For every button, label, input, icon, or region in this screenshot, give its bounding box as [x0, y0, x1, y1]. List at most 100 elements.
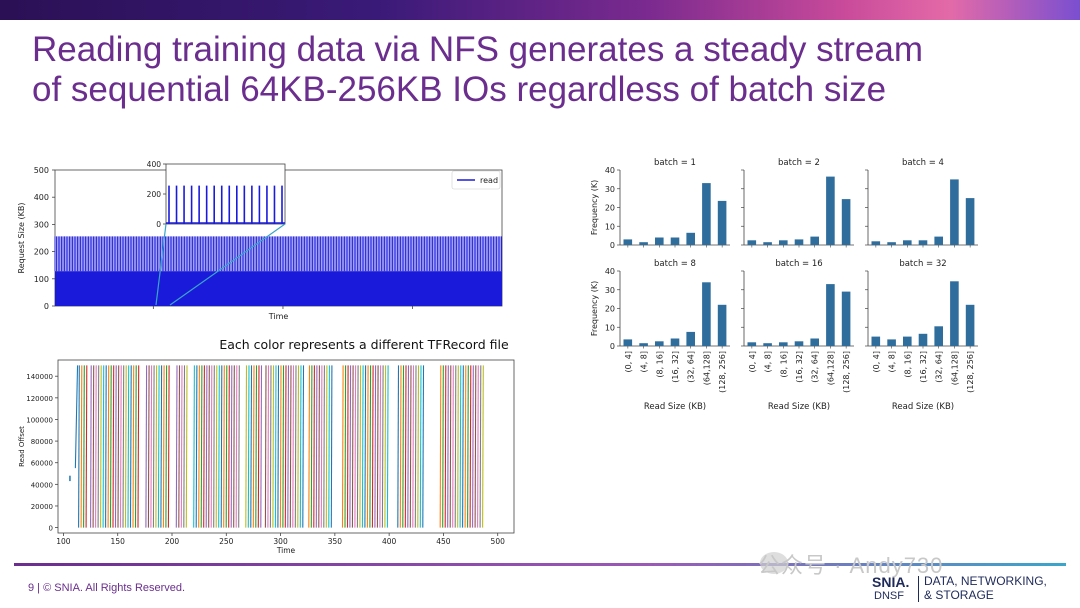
zoom-connector [169, 223, 286, 306]
file-read-line [371, 365, 374, 528]
histogram-bar [965, 198, 975, 245]
file-read-line [180, 365, 183, 528]
x-tick-label: (0, 4] [624, 351, 633, 373]
file-read-line [109, 365, 112, 528]
file-read-line [250, 365, 253, 528]
chart-title: Each color represents a different TFReco… [219, 337, 509, 352]
logo-dnsf: DNSF [874, 590, 904, 602]
histogram-bar [810, 338, 819, 346]
file-read-line [323, 365, 325, 528]
file-read-line [193, 365, 195, 528]
file-read-line [92, 365, 95, 528]
file-read-line [330, 365, 333, 528]
file-read-line [315, 365, 318, 528]
x-tick-label: (128, 256] [718, 351, 727, 393]
file-read-line [272, 365, 275, 528]
y-tick-label: 20 [605, 305, 615, 314]
histogram-bar [826, 284, 835, 346]
logo-tagline: DATA, NETWORKING, & STORAGE [924, 574, 1047, 602]
x-tick-label: 250 [219, 537, 234, 546]
file-read-line [287, 365, 290, 528]
file-read-line [369, 365, 372, 528]
histogram-bar [670, 237, 680, 245]
file-read-line [318, 365, 320, 528]
file-read-line [183, 365, 186, 528]
histogram-bar [747, 342, 757, 347]
histogram-bar [841, 199, 851, 245]
panel-title: batch = 16 [775, 259, 822, 269]
file-read-line [157, 365, 160, 528]
file-read-line [117, 365, 120, 528]
file-read-line [83, 365, 85, 528]
y-tick-label: 100 [34, 275, 49, 284]
file-read-line [152, 365, 155, 528]
y-tick-label: 10 [605, 323, 615, 332]
file-read-line [100, 365, 102, 528]
file-read-line [356, 365, 359, 528]
histogram-panel: batch = 16 (0, 4] (4, 8] (8, 16] (16, 32] (32… [741, 259, 854, 412]
x-axis-label: Read Size (KB) [892, 402, 954, 412]
watermark: 公众号 · Andy730 [758, 553, 944, 578]
file-read-line [376, 365, 379, 528]
file-read-line [213, 365, 215, 528]
file-read-line [145, 365, 148, 528]
file-read-line [477, 365, 479, 528]
file-read-line [132, 365, 135, 528]
y-tick-label: 40000 [31, 481, 53, 489]
histogram-panel: batch = 1 0 10 20 30 40 Frequency (K) [590, 158, 730, 250]
x-tick-label: (16, 32] [671, 351, 680, 383]
file-read-line [325, 365, 328, 528]
slide-title-line-2: of sequential 64KB-256KB IOs regardless … [32, 70, 887, 109]
inset-y-tick-label: 400 [147, 160, 162, 169]
y-tick-label: 140000 [26, 373, 53, 381]
file-read-line [112, 365, 115, 528]
file-read-line [454, 365, 457, 528]
x-axis-label: Time [268, 312, 289, 321]
x-tick-label: (8, 16] [779, 351, 788, 378]
x-tick-label: (8, 16] [655, 351, 664, 378]
x-tick-label: (4, 8] [640, 351, 649, 373]
x-tick-label: (0, 4] [872, 351, 881, 373]
x-tick-label: 450 [436, 537, 451, 546]
y-axis-label: Frequency (K) [590, 180, 599, 235]
file-read-line [198, 365, 200, 528]
wechat-icon [760, 552, 788, 574]
snia-dnsf-logo: SNIA. DNSF DATA, NETWORKING, & STORAGE [872, 574, 1072, 604]
file-read-line [122, 365, 125, 528]
y-tick-label: 100000 [26, 416, 53, 424]
file-read-line [412, 365, 415, 528]
file-read-line [78, 365, 80, 528]
file-read-line [267, 365, 270, 528]
y-tick-label: 500 [34, 166, 49, 175]
file-read-line [252, 365, 255, 528]
zoom-connector [155, 223, 167, 306]
histogram-bar [702, 282, 711, 347]
file-read-line [255, 365, 258, 528]
file-read-line [235, 365, 238, 528]
file-read-line [354, 365, 357, 528]
file-read-line [297, 365, 300, 528]
x-tick-label: (0, 4] [748, 351, 757, 373]
histogram-bar [871, 336, 881, 346]
file-read-line [384, 365, 387, 528]
inset-y-tick-label: 0 [156, 220, 161, 229]
histogram-bar [686, 232, 695, 245]
file-read-line [302, 365, 305, 528]
histogram-bar [639, 343, 648, 346]
file-read-line [308, 365, 311, 528]
y-tick-label: 400 [34, 193, 49, 202]
file-read-lines [69, 365, 484, 528]
file-read-line [134, 365, 137, 528]
file-read-line [467, 365, 469, 528]
file-read-line [346, 365, 349, 528]
file-read-line [162, 365, 165, 528]
x-tick-label: (32, 64] [935, 351, 944, 383]
panel-title: batch = 32 [899, 259, 946, 269]
file-read-line [313, 365, 315, 528]
file-read-line [366, 365, 369, 528]
panel-title: batch = 4 [902, 158, 944, 168]
x-tick-label: 200 [165, 537, 180, 546]
footer-copyright: 9 | © SNIA. All Rights Reserved. [28, 582, 186, 594]
